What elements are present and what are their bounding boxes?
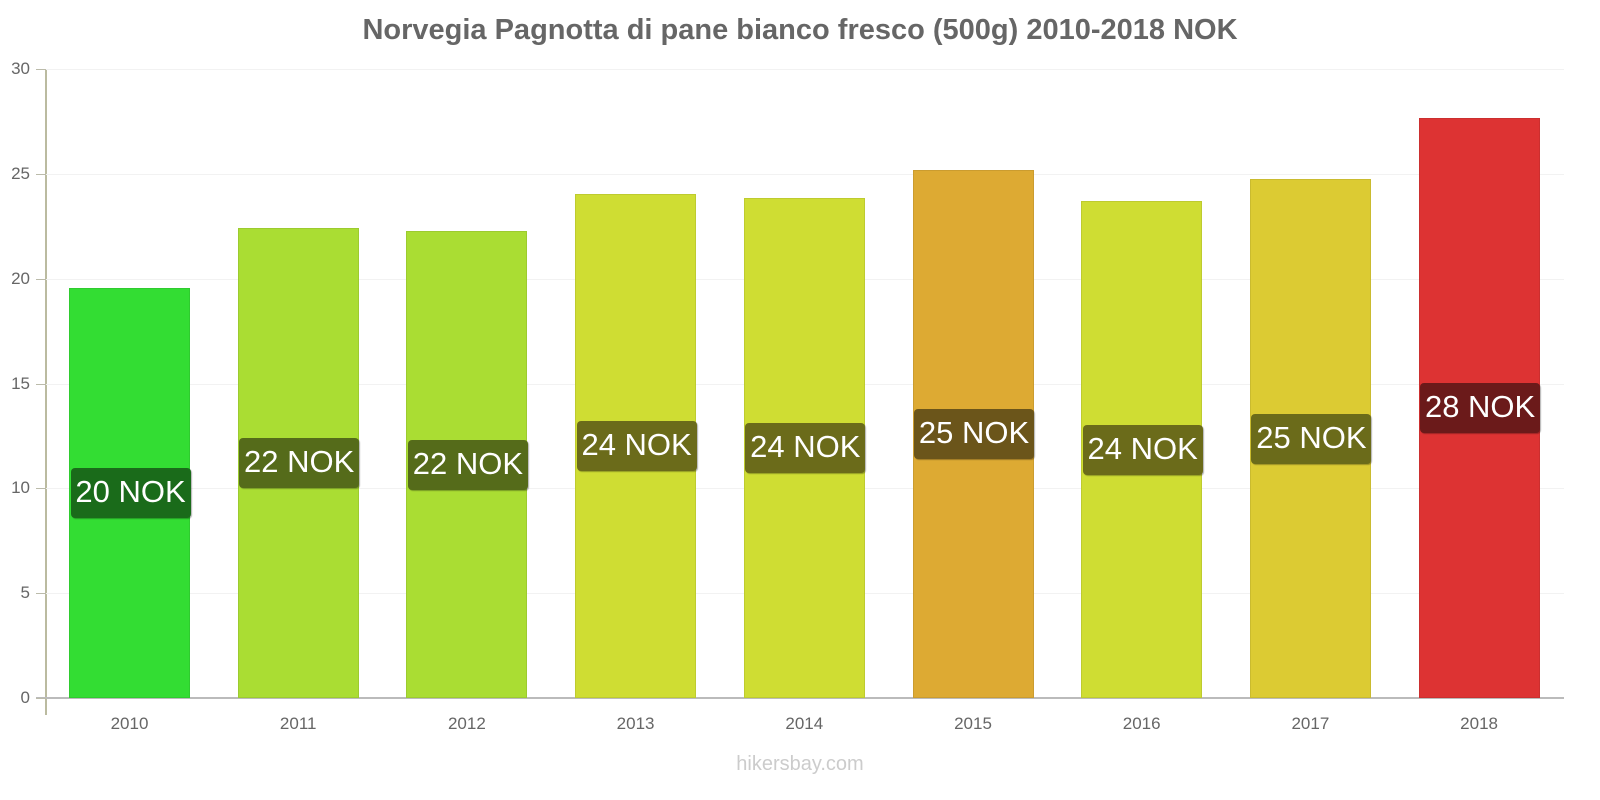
x-tick-label: 2011: [279, 714, 317, 733]
y-tick-label: 15: [11, 373, 30, 393]
data-label-2017: 25 NOK: [1251, 413, 1372, 464]
x-tick-label: 2012: [447, 714, 486, 733]
x-tick-label: 2013: [616, 714, 655, 733]
data-label-2018: 28 NOK: [1420, 383, 1541, 434]
y-tick-mark: [36, 488, 46, 490]
y-tick-mark: [36, 383, 46, 385]
x-tick-label: 2017: [1291, 714, 1330, 733]
data-label-2012: 22 NOK: [407, 439, 528, 490]
data-label-2010: 20 NOK: [70, 468, 191, 519]
x-axis-line: [36, 697, 1564, 699]
y-tick-mark: [36, 698, 46, 699]
y-tick-mark: [36, 278, 46, 280]
data-label-2011: 22 NOK: [239, 438, 360, 489]
y-axis-line: [45, 69, 47, 715]
y-tick-mark: [36, 593, 46, 595]
chart-title: Norvegia Pagnotta di pane bianco fresco …: [362, 14, 1238, 46]
y-tick-label: 20: [11, 268, 30, 288]
y-tick-mark: [36, 69, 46, 70]
x-tick-label: 2010: [110, 714, 149, 733]
y-tick-label: 5: [20, 583, 30, 603]
x-tick-label: 2016: [1122, 714, 1161, 733]
y-tick-mark: [36, 173, 46, 175]
y-tick-label: 30: [11, 59, 30, 78]
data-label-2014: 24 NOK: [745, 423, 866, 474]
x-tick-label: 2018: [1460, 714, 1498, 733]
watermark: hikersbay.com: [736, 753, 864, 775]
gridline: [46, 173, 1564, 175]
x-tick-label: 2014: [785, 714, 824, 733]
x-tick-label: 2015: [954, 714, 992, 733]
data-label-2013: 24 NOK: [576, 421, 697, 472]
data-label-2015: 25 NOK: [914, 409, 1034, 460]
y-tick-label: 25: [11, 163, 30, 183]
y-tick-label: 10: [11, 478, 30, 498]
y-tick-label: 0: [20, 688, 30, 707]
data-label-2016: 24 NOK: [1082, 424, 1203, 475]
gridline: [46, 69, 1564, 70]
